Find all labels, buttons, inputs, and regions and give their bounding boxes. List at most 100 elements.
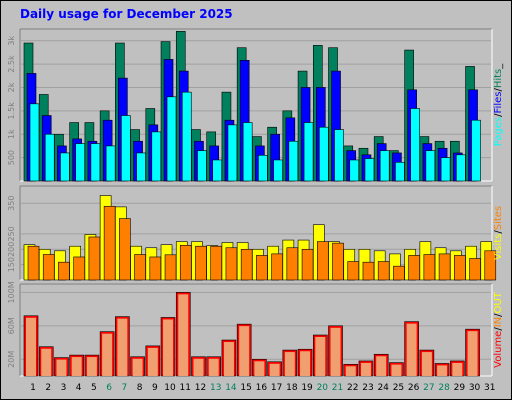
sites-bar xyxy=(347,261,360,281)
legend-in: IN xyxy=(493,317,504,327)
sites-bar xyxy=(438,253,451,281)
pages-bar xyxy=(75,143,85,182)
volume-bar-fill xyxy=(254,361,265,376)
volume-panel-ytick-label: 60M xyxy=(7,317,16,334)
pages-bar xyxy=(303,122,314,182)
pages-bar xyxy=(318,126,329,182)
sites-bar xyxy=(210,245,223,281)
sites-bar xyxy=(256,255,268,281)
day-label: 6 xyxy=(106,383,112,393)
volume-bar-fill xyxy=(467,331,478,376)
day-label: 24 xyxy=(377,383,389,393)
visits-panel-ytick-label: 200 xyxy=(7,242,16,257)
day-label: 25 xyxy=(393,383,404,393)
sites-bar xyxy=(73,256,85,281)
sites-bar xyxy=(454,255,466,281)
pages-bar xyxy=(197,150,207,182)
sites-bar xyxy=(316,241,329,281)
volume-bar-fill xyxy=(41,348,52,376)
sites-bar xyxy=(225,247,238,281)
day-label: 23 xyxy=(362,383,373,393)
sites-bar xyxy=(42,254,55,281)
volume-bar-fill xyxy=(132,358,143,376)
volume-bar-fill xyxy=(56,359,67,376)
day-label: 29 xyxy=(454,383,466,393)
hits-panel-ytick-label: 2.5k xyxy=(7,55,16,73)
volume-bar-fill xyxy=(178,294,189,376)
day-label: 21 xyxy=(332,383,343,393)
pages-bar xyxy=(29,103,40,182)
volume-bar-fill xyxy=(284,352,295,376)
sites-bar xyxy=(332,242,344,281)
day-label: 3 xyxy=(61,383,67,393)
sites-bar xyxy=(103,205,116,281)
day-label: 4 xyxy=(76,383,82,393)
day-label: 22 xyxy=(347,383,358,393)
day-label: 30 xyxy=(469,383,481,393)
volume-bar-fill xyxy=(117,318,128,376)
volume-bar-fill xyxy=(269,363,280,376)
volume-bar-fill xyxy=(360,362,371,376)
visits-panel-ytick-label: 350 xyxy=(7,196,16,211)
day-label: 20 xyxy=(317,383,329,393)
pages-bar xyxy=(166,96,177,182)
legend-/: / xyxy=(493,113,504,117)
day-label: 12 xyxy=(195,383,206,393)
sites-bar xyxy=(423,254,436,281)
day-label: 15 xyxy=(240,383,251,393)
volume-bar-fill xyxy=(193,358,204,376)
day-label: 2 xyxy=(45,383,51,393)
volume-bar-fill xyxy=(71,357,82,376)
legend-hits: Hits xyxy=(493,69,504,88)
volume-bar-fill xyxy=(315,337,326,376)
sites-bar xyxy=(134,254,146,281)
pages-bar xyxy=(90,143,101,182)
hits-panel-ytick-label: 500 xyxy=(7,150,16,165)
day-label: 26 xyxy=(408,383,420,393)
sites-bar xyxy=(393,265,405,281)
day-label: 18 xyxy=(286,383,298,393)
volume-bar-fill xyxy=(300,351,311,376)
pages-bar xyxy=(258,154,268,182)
pages-bar xyxy=(440,157,451,182)
sites-bar xyxy=(88,236,101,281)
sites-bar xyxy=(195,245,207,281)
sites-bar xyxy=(286,247,299,281)
sites-bar xyxy=(362,261,375,281)
pages-bar xyxy=(349,159,360,182)
volume-bar-fill xyxy=(163,319,174,376)
hits-panel-legend: Pages/Files/Hits_ xyxy=(493,63,504,147)
volume-bar-fill xyxy=(391,364,402,376)
pages-bar xyxy=(136,152,146,182)
volume-bar-fill xyxy=(330,327,341,376)
legend-pages: Pages xyxy=(493,117,504,146)
pages-bar xyxy=(273,159,283,182)
day-label: 8 xyxy=(137,383,143,393)
sites-bar xyxy=(179,244,192,281)
day-label: 14 xyxy=(225,383,237,393)
sites-bar xyxy=(240,248,253,281)
legend-_: _ xyxy=(493,63,504,70)
legend-files: Files xyxy=(493,92,504,114)
sites-bar xyxy=(164,254,177,281)
volume-bar-fill xyxy=(437,365,448,376)
sites-bar xyxy=(301,248,314,281)
pages-bar xyxy=(334,129,344,182)
pages-bar xyxy=(151,131,162,182)
sites-bar xyxy=(377,261,390,281)
legend-visits: Visits xyxy=(493,234,504,261)
pages-bar xyxy=(60,152,70,182)
pages-bar xyxy=(456,154,466,182)
volume-panel-ytick-label: 100M xyxy=(7,281,16,303)
volume-panel-ytick-label: 20M xyxy=(7,351,16,368)
pages-bar xyxy=(44,133,55,182)
visits-panel-ytick-label: 250 xyxy=(7,226,16,241)
day-label: 19 xyxy=(301,383,313,393)
pages-bar xyxy=(105,145,116,182)
day-label: 1 xyxy=(30,383,36,393)
day-label: 9 xyxy=(152,383,158,393)
day-label: 5 xyxy=(91,383,97,393)
day-label: 27 xyxy=(423,383,434,393)
sites-bar xyxy=(58,261,70,281)
volume-bar-fill xyxy=(26,317,36,376)
